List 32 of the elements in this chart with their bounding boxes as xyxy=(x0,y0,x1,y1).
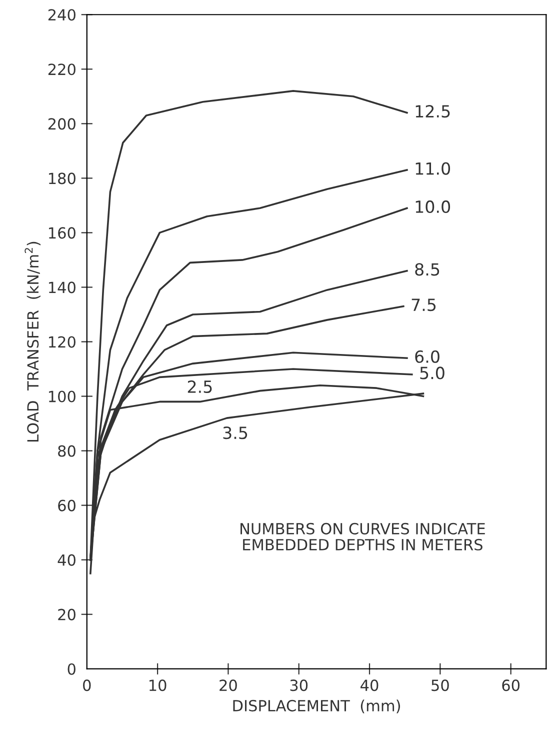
series-label: 5.0 xyxy=(420,366,444,380)
y-tick-label: 120 xyxy=(49,336,76,348)
x-tick-label: 10 xyxy=(150,680,166,692)
y-axis-title: LOAD TRANSFER (kN/m$^{2}$) xyxy=(24,242,40,442)
x-tick-label: 0 xyxy=(83,680,91,692)
series-label: 10.0 xyxy=(416,200,450,214)
annotation: NUMBERS ON CURVES INDICATE EMBEDDED DEPTHS IN METERS xyxy=(240,522,485,550)
x-tick-label: 30 xyxy=(290,680,308,692)
x-tick-label: 20 xyxy=(220,680,237,692)
y-tick-label: 0 xyxy=(68,663,76,675)
series-label: 6.0 xyxy=(415,350,440,363)
series-label: 12.5 xyxy=(416,104,450,118)
y-tick-label: 60 xyxy=(58,500,76,512)
y-tick-label: 180 xyxy=(49,172,76,184)
x-tick-label: 60 xyxy=(502,680,520,692)
series-label: 11.0 xyxy=(416,162,450,175)
annotation: 2.5 xyxy=(188,380,212,394)
annotation: 3.5 xyxy=(223,426,248,440)
y-tick-label: 200 xyxy=(48,118,76,130)
x-axis-title: DISPLACEMENT (mm) xyxy=(233,700,400,714)
y-tick-label: 160 xyxy=(49,227,76,239)
x-tick-label: 50 xyxy=(432,680,449,692)
y-tick-label: 40 xyxy=(58,554,76,566)
series-label: 8.5 xyxy=(415,263,440,276)
y-tick-label: 80 xyxy=(58,445,76,457)
series-label: 7.5 xyxy=(412,298,436,312)
x-tick-label: 40 xyxy=(360,680,378,692)
y-tick-label: 220 xyxy=(48,64,76,76)
y-tick-label: 100 xyxy=(49,390,76,402)
y-tick-label: 240 xyxy=(48,9,76,21)
y-tick-label: 140 xyxy=(49,282,76,294)
y-tick-label: 20 xyxy=(58,608,76,620)
